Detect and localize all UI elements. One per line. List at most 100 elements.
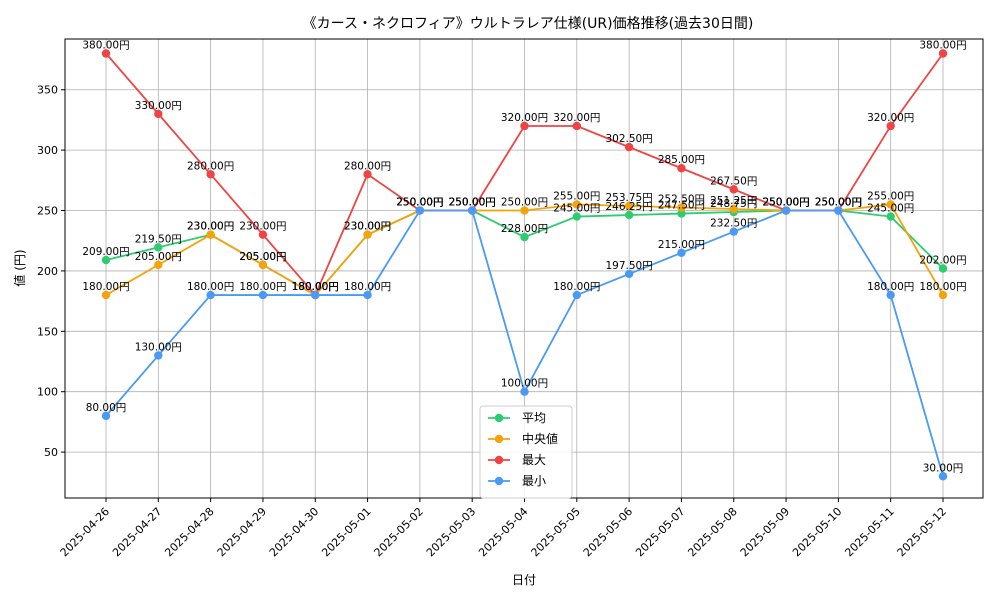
data-label: 285.00円 [658, 154, 705, 166]
data-label: 80.00円 [86, 402, 127, 414]
data-point [154, 109, 163, 119]
legend-label: 中央値 [522, 431, 558, 446]
data-label: 180.00円 [292, 281, 339, 293]
data-point [938, 49, 948, 58]
data-point [206, 230, 215, 239]
data-label: 180.00円 [292, 281, 339, 293]
data-label: 230.00円 [187, 221, 234, 233]
data-label: 250.00円 [762, 197, 809, 209]
data-point [677, 164, 686, 173]
data-label: 252.50円 [658, 194, 705, 206]
data-label: 380.00円 [919, 39, 966, 51]
data-point [206, 290, 215, 300]
legend-marker [494, 476, 504, 486]
data-label: 180.00円 [553, 281, 600, 293]
data-point [101, 290, 111, 300]
data-point [572, 212, 582, 221]
data-label: 247.50円 [658, 200, 705, 212]
data-label: 246.25円 [606, 201, 653, 213]
data-label: 250.00円 [762, 197, 809, 209]
data-point [101, 49, 111, 58]
data-point [729, 227, 738, 236]
data-label: 251.25円 [710, 195, 757, 207]
legend-label: 平均 [522, 411, 546, 425]
data-label: 255.00円 [553, 190, 600, 202]
data-label: 180.00円 [239, 281, 286, 293]
data-point [311, 290, 320, 300]
data-point [624, 142, 634, 152]
data-label: 230.00円 [344, 221, 391, 233]
legend-label: 最大 [522, 453, 546, 467]
legend-marker [494, 455, 504, 465]
data-point [154, 260, 163, 270]
data-label: 202.00円 [919, 255, 966, 267]
data-label: 320.00円 [553, 112, 600, 124]
data-label: 209.00円 [82, 246, 129, 258]
data-label: 250.00円 [815, 197, 862, 209]
data-point [101, 255, 111, 265]
data-label: 245.00円 [553, 203, 600, 215]
data-point [572, 121, 582, 131]
data-label: 215.00円 [658, 239, 705, 251]
data-point [520, 206, 529, 215]
data-label: 320.00円 [867, 112, 914, 124]
data-point [520, 232, 529, 242]
data-label: 302.50円 [606, 133, 653, 145]
data-point [520, 121, 529, 131]
data-label: 250.00円 [449, 197, 496, 209]
y-tick-label: 50 [44, 446, 58, 459]
data-label: 250.00円 [762, 197, 809, 209]
data-label: 100.00円 [501, 378, 548, 390]
data-point [520, 387, 529, 396]
data-label: 250.00円 [396, 197, 443, 209]
data-labels: 209.00円 219.50円 230.00円 205.00円 180.00円 230.0… [82, 39, 966, 474]
data-point [729, 204, 738, 214]
y-axis-ticks: 50 100 150 200 250 300 350 [37, 84, 65, 459]
data-label: 380.00円 [82, 39, 129, 51]
y-tick-label: 350 [37, 84, 58, 97]
y-axis-label: 値 (円) [12, 249, 27, 286]
data-point [624, 201, 634, 211]
y-tick-label: 300 [37, 144, 58, 157]
data-label: 250.00円 [396, 197, 443, 209]
data-label: 280.00円 [187, 160, 234, 172]
data-label: 248.75円 [710, 198, 757, 210]
x-axis-label: 日付 [512, 573, 536, 587]
data-label: 330.00円 [135, 100, 182, 112]
data-point [572, 290, 582, 300]
data-label: 245.00円 [867, 203, 914, 215]
data-label: 130.00円 [135, 341, 182, 353]
y-tick-label: 100 [37, 386, 58, 399]
data-point [938, 264, 948, 273]
data-label: 230.00円 [187, 221, 234, 233]
legend-label: 最小 [522, 474, 546, 488]
data-point [886, 121, 895, 131]
data-label: 180.00円 [82, 281, 129, 293]
data-label: 250.00円 [815, 197, 862, 209]
data-label: 205.00円 [135, 251, 182, 263]
data-label: 320.00円 [501, 112, 548, 124]
data-label: 230.00円 [239, 221, 286, 233]
data-label: 250.00円 [449, 197, 496, 209]
data-label: 250.00円 [449, 197, 496, 209]
data-label: 250.00円 [396, 197, 443, 209]
data-point [938, 290, 948, 300]
data-point [258, 230, 268, 239]
data-point [363, 290, 372, 300]
data-label: 250.00円 [501, 197, 548, 209]
data-point [363, 230, 372, 239]
data-point [467, 206, 477, 215]
data-point [101, 411, 111, 421]
data-point [677, 203, 686, 212]
y-tick-label: 250 [37, 205, 58, 218]
data-label: 228.00円 [501, 223, 548, 235]
data-point [258, 260, 268, 270]
legend-item: 中央値 [488, 431, 558, 446]
data-label: 180.00円 [187, 281, 234, 293]
data-point [258, 290, 268, 300]
data-label: 205.00円 [239, 251, 286, 263]
legend-item: 平均 [488, 411, 546, 425]
legend-marker [494, 434, 504, 444]
